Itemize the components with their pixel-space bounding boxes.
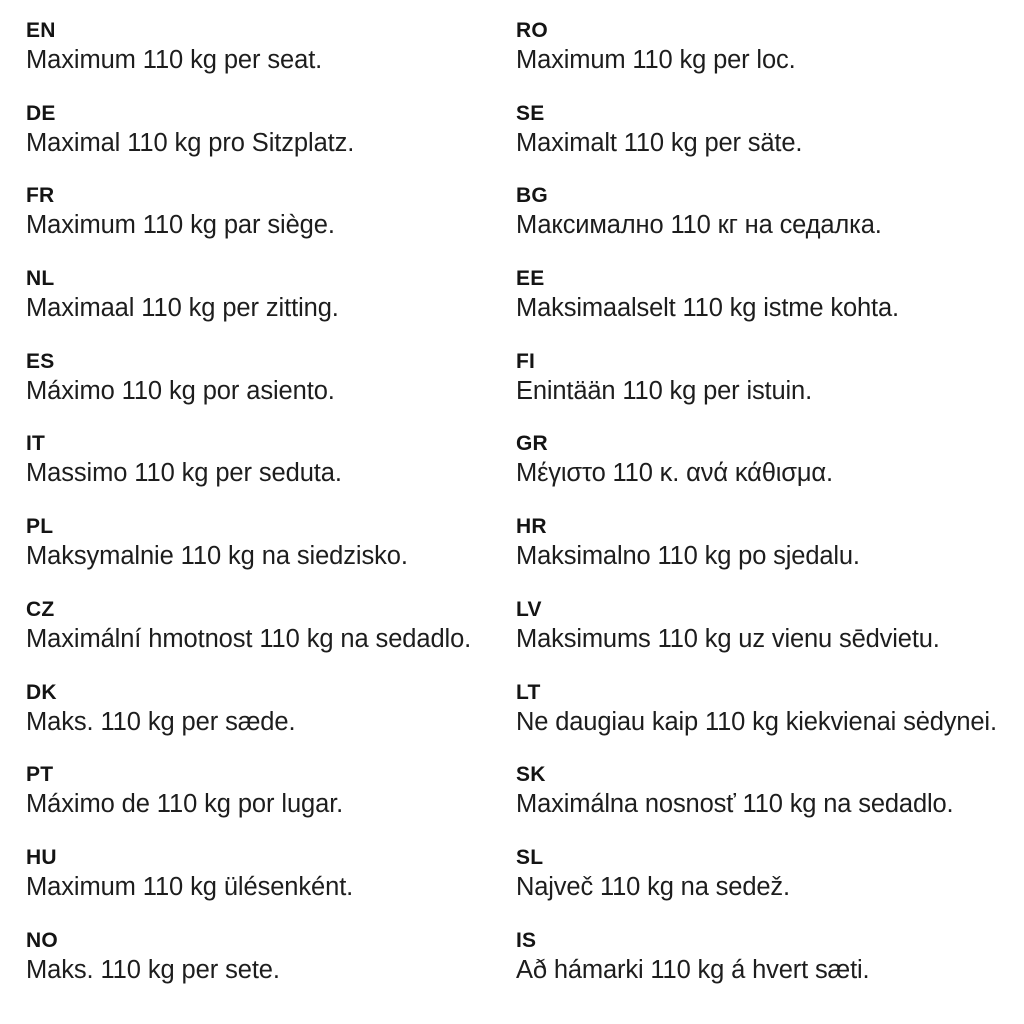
language-code: IT (26, 432, 46, 456)
language-code: SK (516, 763, 546, 787)
language-code: SE (516, 101, 545, 125)
notice-columns: EN Maximum 110 kg per seat. DE Maximal 1… (26, 18, 1012, 1010)
language-text: Maximaal 110 kg per zitting. (26, 294, 339, 323)
language-text: Maximum 110 kg per seat. (26, 46, 323, 74)
notice-entry: PL Maksymalnie 110 kg na siedzisko. (26, 514, 516, 597)
notice-entry: EN Maximum 110 kg per seat. (26, 18, 516, 101)
language-code: DK (26, 680, 57, 704)
language-text: Maximum 110 kg per loc. (516, 46, 796, 74)
language-code: CZ (26, 597, 55, 621)
notice-entry: EE Maksimaalselt 110 kg istme kohta. (516, 266, 1006, 349)
language-code: EN (26, 19, 56, 42)
notice-entry: HU Maximum 110 kg ülésenként. (26, 845, 516, 928)
notice-entry: ES Máximo 110 kg por asiento. (26, 349, 516, 432)
language-code: NO (26, 928, 58, 952)
language-code: FI (516, 349, 536, 373)
language-text: Enintään 110 kg per istuin. (516, 376, 813, 405)
notice-column-right: RO Maximum 110 kg per loc. SE Maximalt 1… (516, 18, 1006, 1010)
language-text: Maks. 110 kg per sæde. (26, 707, 296, 736)
notice-entry: BG Максимално 110 кг на седалка. (516, 183, 1006, 266)
language-text: Maximalt 110 kg per säte. (516, 128, 803, 157)
language-text: Maximální hmotnost 110 kg na sedadlo. (26, 624, 472, 653)
language-code: DE (26, 101, 56, 125)
language-code: NL (26, 267, 55, 291)
language-text: Máximo 110 kg por asiento. (26, 376, 335, 405)
language-code: PL (26, 515, 54, 539)
language-text: Μέγιστο 110 κ. ανά κάθισμα. (516, 459, 833, 488)
notice-entry: SK Maximálna nosnosť 110 kg na sedadlo. (516, 762, 1006, 845)
language-text: Ne daugiau kaip 110 kg kiekvienai sėdyne… (516, 707, 997, 736)
language-code: HR (516, 515, 547, 539)
language-code: PT (26, 763, 54, 787)
language-text: Maksimums 110 kg uz vienu sēdvietu. (516, 624, 940, 653)
language-code: EE (516, 267, 545, 291)
notice-entry: NL Maximaal 110 kg per zitting. (26, 266, 516, 349)
language-text: Максимално 110 кг на седалка. (516, 211, 882, 240)
language-code: SL (516, 845, 544, 869)
notice-entry: LT Ne daugiau kaip 110 kg kiekvienai sėd… (516, 680, 1006, 763)
notice-entry: IT Massimo 110 kg per seduta. (26, 431, 516, 514)
notice-entry: FR Maximum 110 kg par siège. (26, 183, 516, 266)
language-code: RO (516, 19, 548, 42)
language-text: Að hámarki 110 kg á hvert sæti. (516, 955, 870, 984)
language-code: HU (26, 845, 57, 869)
notice-entry: SL Največ 110 kg na sedež. (516, 845, 1006, 928)
notice-entry: DK Maks. 110 kg per sæde. (26, 680, 516, 763)
language-text: Massimo 110 kg per seduta. (26, 459, 342, 488)
notice-entry: CZ Maximální hmotnost 110 kg na sedadlo. (26, 597, 516, 680)
notice-entry: SE Maximalt 110 kg per säte. (516, 101, 1006, 184)
language-text: Maksymalnie 110 kg na siedzisko. (26, 542, 408, 571)
language-code: FR (26, 184, 55, 208)
language-text: Maximum 110 kg par siège. (26, 211, 335, 240)
language-text: Maximum 110 kg ülésenként. (26, 872, 354, 901)
language-code: ES (26, 349, 55, 373)
language-code: GR (516, 432, 548, 456)
language-text: Maximálna nosnosť 110 kg na sedadlo. (516, 790, 954, 819)
notice-entry: PT Máximo de 110 kg por lugar. (26, 762, 516, 845)
notice-entry: RO Maximum 110 kg per loc. (516, 18, 1006, 101)
notice-entry: IS Að hámarki 110 kg á hvert sæti. (516, 928, 1006, 1011)
notice-entry: DE Maximal 110 kg pro Sitzplatz. (26, 101, 516, 184)
language-text: Največ 110 kg na sedež. (516, 872, 790, 901)
language-text: Maximal 110 kg pro Sitzplatz. (26, 128, 355, 157)
notice-entry: LV Maksimums 110 kg uz vienu sēdvietu. (516, 597, 1006, 680)
language-code: IS (516, 928, 537, 952)
notice-entry: NO Maks. 110 kg per sete. (26, 928, 516, 1011)
language-code: BG (516, 184, 548, 208)
language-code: LT (516, 680, 541, 704)
notice-entry: FI Enintään 110 kg per istuin. (516, 349, 1006, 432)
language-text: Maks. 110 kg per sete. (26, 955, 280, 984)
notice-entry: HR Maksimalno 110 kg po sjedalu. (516, 514, 1006, 597)
language-code: LV (516, 597, 542, 621)
notice-entry: GR Μέγιστο 110 κ. ανά κάθισμα. (516, 431, 1006, 514)
notice-column-left: EN Maximum 110 kg per seat. DE Maximal 1… (26, 18, 516, 1010)
language-text: Maksimaalselt 110 kg istme kohta. (516, 294, 899, 323)
language-text: Maksimalno 110 kg po sjedalu. (516, 542, 860, 571)
language-text: Máximo de 110 kg por lugar. (26, 790, 344, 819)
